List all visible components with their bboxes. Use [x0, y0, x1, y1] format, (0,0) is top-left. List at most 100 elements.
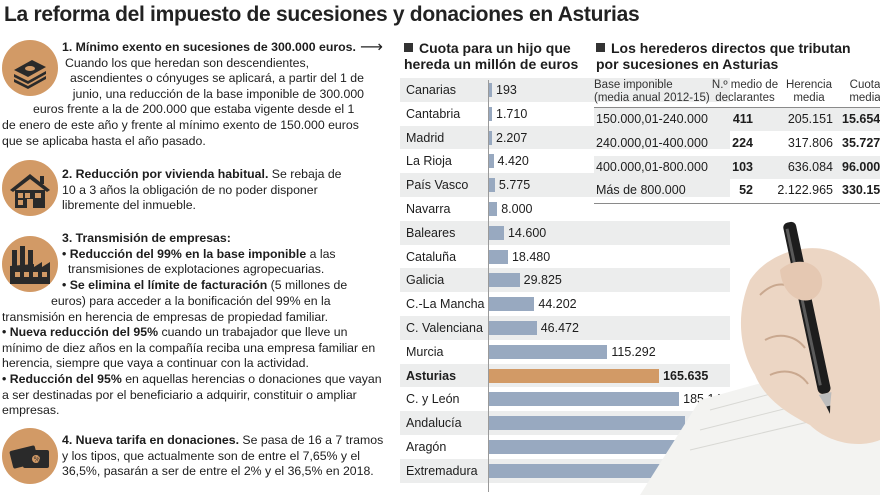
column-header-line: N.º medio de	[711, 79, 779, 91]
category-label: C. Valenciana	[406, 321, 483, 335]
chart-row: País Vasco 5.775	[400, 173, 730, 197]
table-row: 150.000,01-240.000 411 205.151 15.654	[594, 108, 880, 131]
value-label: 2.207	[496, 130, 528, 145]
cell-cuota: 330.15	[842, 183, 880, 198]
gift-card-icon: %	[2, 428, 58, 484]
column-header: Cuota media	[840, 79, 880, 105]
item-3-bullet-text: empresas.	[2, 403, 60, 418]
chart-title-text: Cuota para un hijo que hereda un millón …	[404, 40, 579, 72]
cell-cuota: 15.654	[842, 112, 880, 126]
cell-declarantes: 224	[732, 135, 753, 150]
value-label: 165.635	[663, 368, 709, 383]
item-2-heading-tail: Se rebaja de	[268, 167, 342, 181]
bar	[489, 249, 508, 264]
item-3-bullet-text: mínimo de diez años en la compañía recib…	[2, 340, 376, 355]
item-3-bullet-text: (5 millones de	[267, 277, 348, 292]
item-4-heading-tail: Se pasa de 16 a 7 tramos	[239, 433, 384, 447]
category-label: La Rioja	[406, 154, 452, 169]
column-header-line: declarantes	[715, 92, 775, 104]
table-row: Más de 800.000 52 2.122.965 330.15	[594, 179, 880, 202]
bar	[489, 83, 492, 97]
bar	[489, 202, 498, 216]
bar	[489, 273, 520, 288]
item-3-text: 3. Transmisión de empresas: • Reducción …	[62, 231, 392, 293]
chart-row: C.-La Mancha 44.202	[400, 292, 730, 316]
value-label: 1.710	[496, 106, 528, 121]
bar	[489, 368, 660, 383]
category-label: Extremadura	[406, 463, 478, 478]
category-label: Canarias	[406, 83, 457, 97]
table-title-text: Los herederos directos que tributan por …	[596, 40, 851, 72]
bar	[489, 392, 680, 407]
square-bullet-icon	[596, 43, 605, 52]
value-label: 18.480	[511, 249, 551, 264]
chart-row: Murcia 115.292	[400, 340, 730, 364]
category-label: C. y León	[406, 392, 460, 407]
category-label: Cataluña	[406, 249, 457, 264]
table-row: 240.000,01-400.000 224 317.806 35.727	[594, 132, 880, 155]
bar	[489, 106, 492, 121]
chart-axis	[488, 80, 489, 492]
item-1-body: ascendientes o cónyuges se aplicará, a p…	[8, 71, 398, 102]
item-4-line: y los tipos, que actualmente son de entr…	[62, 448, 361, 463]
chart-row: Canarias 193	[400, 78, 730, 102]
item-3-bullet-bold: • Reducción del 95%	[2, 371, 122, 386]
hand-pen-illustration	[640, 200, 880, 495]
page-title: La reforma del impuesto de sucesiones y …	[4, 3, 640, 26]
item-3-bullet-bold: • Nueva reducción del 95%	[2, 325, 159, 340]
chart-row: Madrid 2.207	[400, 125, 730, 150]
item-4-line: 36,5%, pasarán a ser de entre el 2% y el…	[62, 464, 374, 479]
chart-row: Asturias 165.635	[400, 363, 730, 388]
chart-row: C. Valenciana 46.472	[400, 316, 730, 340]
chart-row: Baleares 14.600	[400, 220, 730, 245]
value-label: 29.825	[523, 273, 562, 288]
category-label: C.-La Mancha	[406, 297, 485, 312]
cell-herencia: 317.806	[787, 135, 833, 150]
bar	[489, 297, 535, 312]
item-1-body-3: de enero de este año y frente al mínimo …	[2, 118, 398, 149]
item-2-text: 2. Reducción por vivienda habitual. Se r…	[62, 167, 392, 214]
value-label: 46.472	[540, 321, 579, 335]
chart-row: Cataluña 18.480	[400, 245, 730, 269]
category-label: Galicia	[406, 273, 445, 288]
item-1-line: junio, una reducción de la base imponibl…	[72, 86, 364, 101]
column-header-line: media	[849, 92, 880, 104]
item-1-line: que se aplicaba hasta el año pasado.	[2, 133, 206, 148]
item-3-bullet-bold: • Se elimina el límite de facturación	[62, 277, 268, 292]
value-label: 5.775	[498, 178, 531, 193]
category-label: Murcia	[406, 344, 444, 359]
cell-herencia: 205.151	[787, 112, 833, 126]
item-3-bullet-text: en aquellas herencias o donaciones que v…	[121, 371, 382, 386]
cell-base: 150.000,01-240.000	[596, 112, 708, 126]
item-1-line: Cuando los que heredan son descendientes…	[65, 55, 310, 70]
cell-cuota: 96.000	[842, 159, 880, 174]
column-header-line: media	[793, 92, 825, 104]
category-label: Navarra	[406, 202, 451, 216]
house-icon	[2, 160, 58, 216]
item-3-bullet-text: transmisión en herencia de empresas de p…	[2, 309, 329, 324]
cell-declarantes: 411	[732, 112, 753, 126]
cell-herencia: 636.084	[787, 159, 833, 174]
category-label: Cantabria	[406, 106, 461, 121]
item-3-bullet-text: euros) para acceder a la bonificación de…	[51, 294, 331, 308]
item-2-line: libremente del inmueble.	[62, 198, 196, 213]
column-header-line: Base imponible	[594, 79, 673, 91]
item-1-text: 1. Mínimo exento en sucesiones de 300.00…	[62, 40, 392, 71]
value-label: 44.202	[538, 297, 577, 312]
item-1-heading: 1. Mínimo exento en sucesiones de 300.00…	[62, 40, 356, 54]
cell-declarantes: 52	[739, 183, 753, 198]
item-3-heading: 3. Transmisión de empresas:	[62, 231, 231, 245]
item-1-line: euros frente a la de 200.000 que estaba …	[33, 102, 355, 116]
chart-row: La Rioja 4.420	[400, 149, 730, 173]
item-1-line: de enero de este año y frente al mínimo …	[2, 118, 359, 132]
value-label: 8.000	[501, 202, 533, 216]
bar	[489, 321, 537, 335]
money-stack-icon	[2, 40, 58, 96]
column-header: Herencia media	[783, 79, 835, 105]
column-header: Base imponible (media anual 2012-15)	[594, 79, 714, 105]
category-label: Asturias	[406, 368, 457, 383]
item-3-bullet-text: cuando un trabajador que lleve un	[158, 325, 348, 340]
square-bullet-icon	[404, 43, 413, 52]
bar	[489, 416, 686, 431]
table-title: Los herederos directos que tributan por …	[596, 40, 856, 72]
